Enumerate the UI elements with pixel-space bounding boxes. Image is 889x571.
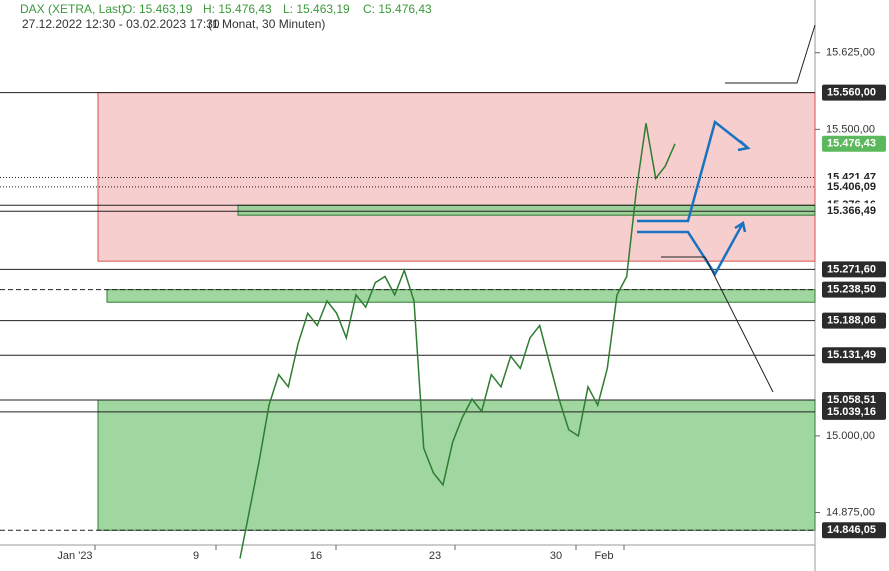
level-label: 14.846,05 [827,524,876,536]
drawing-arrow [637,221,747,277]
level-label-bg [822,261,886,278]
level-label-bg [822,135,886,152]
level-label-bg [822,203,886,220]
level-label-bg [822,347,886,364]
zone [106,289,816,303]
zone [97,399,816,531]
x-tick-label: 9 [193,550,199,562]
ohlc: C: 15.476,43 [363,2,432,16]
level-label: 15.476,43 [827,138,876,150]
x-tick-label: 16 [310,550,322,562]
level-label: 15.560,00 [827,86,876,98]
ohlc: O: 15.463,19 [123,2,193,16]
ohlc: H: 15.476,43 [203,2,272,16]
x-tick-label: 30 [550,550,562,562]
ohlc: L: 15.463,19 [283,2,350,16]
level-label: 15.131,49 [827,349,876,361]
level-label: 15.039,16 [827,406,876,418]
x-tick-label: 23 [429,550,441,562]
level-label: 15.271,60 [827,263,876,275]
drawing-arrow [637,119,751,223]
drawing-line [725,24,816,84]
level-label-bg [822,178,886,195]
drawing-line [661,256,774,393]
level-label: 15.058,51 [827,394,876,406]
y-tick-label: 14.875,00 [826,506,875,518]
level-label: 15.238,50 [827,284,876,296]
subtitle: 27.12.2022 12:30 - 03.02.2023 17:30 [22,17,220,31]
y-tick-label: 15.625,00 [826,47,875,59]
level-label-bg [822,522,886,539]
zone [237,204,816,216]
price-line [239,123,676,559]
zone [97,92,816,262]
x-tick-label: Feb [595,550,614,562]
level-label-bg [822,281,886,298]
level-label: 15.406,09 [827,181,876,193]
level-label: 15.366,49 [827,205,876,217]
x-tick-label: Jan '23 [57,550,92,562]
chart-title: DAX (XETRA, Last) [20,2,125,16]
y-tick-label: 15.500,00 [826,123,875,135]
level-label-bg [822,312,886,329]
level-label-bg [822,403,886,420]
level-label-bg [822,84,886,101]
level-label: 15.188,06 [827,314,876,326]
y-tick-label: 15.000,00 [826,430,875,442]
period: (1 Monat, 30 Minuten) [208,17,325,31]
